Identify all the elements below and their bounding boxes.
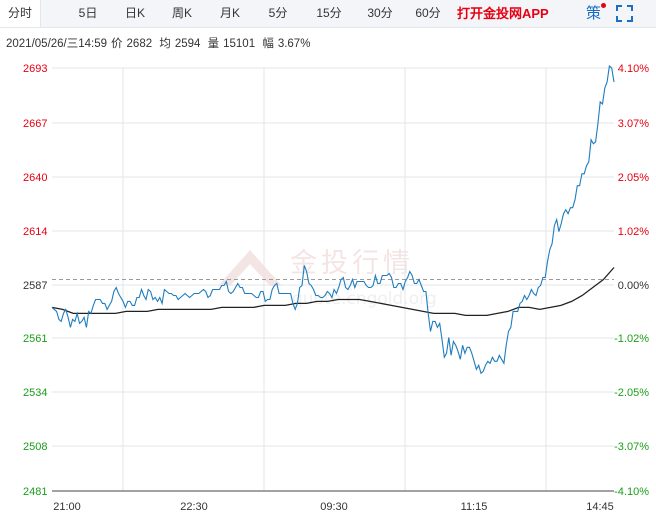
quote-info-line: 2021/05/26/三14:59 价 2682 均 2594 量 15101 幅 3.6… [6, 35, 314, 51]
tab-5-day[interactable]: 5日 [78, 6, 98, 20]
tab-weekly-k[interactable]: 周K [171, 6, 192, 20]
price-line [51, 64, 615, 375]
tab-15-min[interactable]: 15分 [316, 6, 342, 20]
tab-monthly-k[interactable]: 月K [219, 6, 240, 20]
time-tick-label: 11:15 [461, 501, 488, 513]
tab-30-min[interactable]: 30分 [367, 6, 393, 20]
period-tab-bar: 分时 5日 日K 周K 月K 5分 15分 30分 60分 打开金投网APP 策 [0, 0, 656, 28]
percent-tick-label: 0.00% [618, 280, 649, 292]
strategy-button[interactable]: 策 [586, 5, 602, 22]
price-tick-label: 2587 [23, 280, 47, 292]
percent-axis: 4.10% 3.07% 2.05% 1.02% 0.00% -1.02% -2.05% -3.… [614, 63, 649, 498]
time-tick-label: 09:30 [320, 501, 348, 513]
price-tick-label: 2534 [23, 387, 47, 399]
quote-datetime: 2021/05/26/三14:59 [6, 38, 108, 50]
open-app-link[interactable]: 打开金投网APP [457, 6, 549, 21]
watermark: 金投行情 quote.cngold.org [218, 248, 437, 309]
time-tick-label: 14:45 [586, 501, 614, 513]
percent-tick-label: 1.02% [618, 226, 649, 238]
price-value: 2682 [126, 38, 153, 50]
time-tick-label: 21:00 [53, 501, 81, 513]
price-tick-label: 2640 [23, 172, 47, 184]
price-tick-label: 2481 [23, 486, 47, 498]
volume-label: 量 [207, 38, 220, 50]
watermark-url: quote.cngold.org [292, 289, 437, 309]
price-tick-label: 2508 [23, 441, 47, 453]
tab-5-min[interactable]: 5分 [268, 6, 288, 20]
time-axis: 21:00 22:30 09:30 11:15 14:45 [53, 501, 614, 513]
price-tick-label: 2561 [23, 333, 47, 345]
watermark-title: 金投行情 [290, 248, 414, 279]
price-tick-label: 2667 [23, 118, 47, 130]
percent-tick-label: 2.05% [618, 172, 649, 184]
percent-tick-label: 3.07% [618, 118, 649, 130]
time-tick-label: 22:30 [180, 501, 208, 513]
avg-value: 2594 [174, 38, 201, 50]
tab-intraday[interactable]: 分时 [0, 0, 41, 27]
price-axis: 2693 2667 2640 2614 2587 2561 2534 2508 2481 [23, 63, 47, 498]
percent-tick-label: -1.02% [614, 333, 649, 345]
percent-tick-label: 4.10% [618, 63, 649, 75]
tab-60-min[interactable]: 60分 [415, 6, 441, 20]
volume-value: 15101 [223, 38, 256, 50]
watermark-logo-icon [218, 250, 282, 286]
percent-tick-label: -4.10% [614, 486, 649, 498]
change-label: 幅 [262, 38, 274, 50]
price-tick-label: 2693 [23, 63, 47, 75]
tab-daily-k[interactable]: 日K [124, 6, 145, 20]
percent-tick-label: -3.07% [614, 441, 649, 453]
price-label: 价 [111, 38, 123, 50]
average-price-line [51, 267, 615, 317]
fullscreen-icon[interactable] [616, 5, 633, 22]
notification-dot [601, 3, 606, 8]
price-tick-label: 2614 [23, 226, 47, 238]
change-value: 3.67% [277, 38, 311, 50]
avg-label: 均 [159, 38, 171, 50]
percent-tick-label: -2.05% [614, 387, 649, 399]
